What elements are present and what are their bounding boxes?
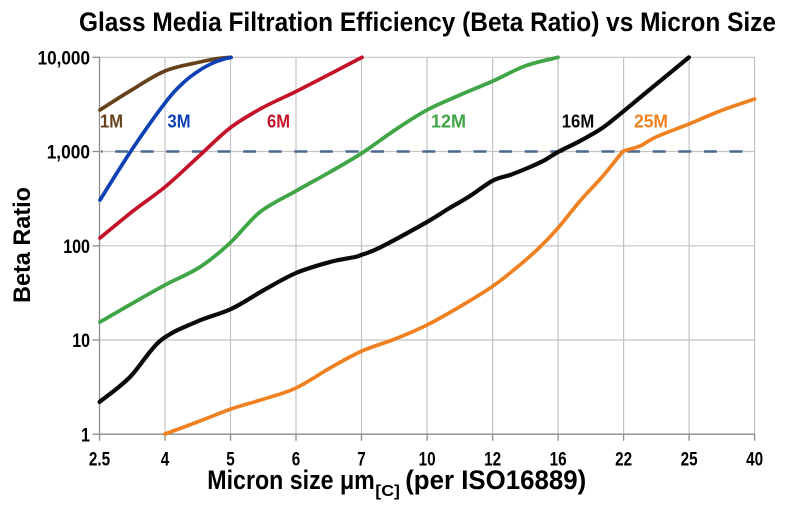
svg-text:4: 4 bbox=[161, 449, 170, 471]
svg-text:10,000: 10,000 bbox=[38, 48, 91, 70]
svg-text:10: 10 bbox=[72, 330, 90, 352]
svg-text:6: 6 bbox=[292, 449, 301, 471]
svg-text:1: 1 bbox=[81, 424, 90, 446]
svg-text:12M: 12M bbox=[431, 111, 466, 132]
svg-text:16M: 16M bbox=[562, 111, 594, 132]
svg-text:Glass Media Filtration Efficie: Glass Media Filtration Efficiency (Beta … bbox=[79, 7, 776, 37]
svg-text:1M: 1M bbox=[100, 111, 123, 132]
svg-text:7: 7 bbox=[357, 449, 366, 471]
svg-text:10: 10 bbox=[419, 449, 436, 471]
svg-text:3M: 3M bbox=[168, 111, 191, 132]
svg-text:22: 22 bbox=[615, 449, 632, 471]
svg-text:100: 100 bbox=[63, 236, 90, 258]
svg-text:16: 16 bbox=[550, 449, 567, 471]
svg-text:12: 12 bbox=[484, 449, 501, 471]
svg-text:Micron size μm: Micron size μm bbox=[207, 465, 374, 495]
svg-text:Beta Ratio: Beta Ratio bbox=[9, 187, 36, 303]
svg-text:25M: 25M bbox=[634, 111, 668, 132]
svg-text:1,000: 1,000 bbox=[47, 142, 90, 164]
svg-text:25: 25 bbox=[681, 449, 698, 471]
svg-text:40: 40 bbox=[746, 449, 763, 471]
svg-text:2.5: 2.5 bbox=[89, 449, 110, 471]
svg-text:[C]: [C] bbox=[375, 483, 400, 500]
svg-text:(per ISO16889): (per ISO16889) bbox=[405, 465, 586, 495]
svg-text:5: 5 bbox=[226, 449, 235, 471]
svg-text:6M: 6M bbox=[267, 111, 290, 132]
